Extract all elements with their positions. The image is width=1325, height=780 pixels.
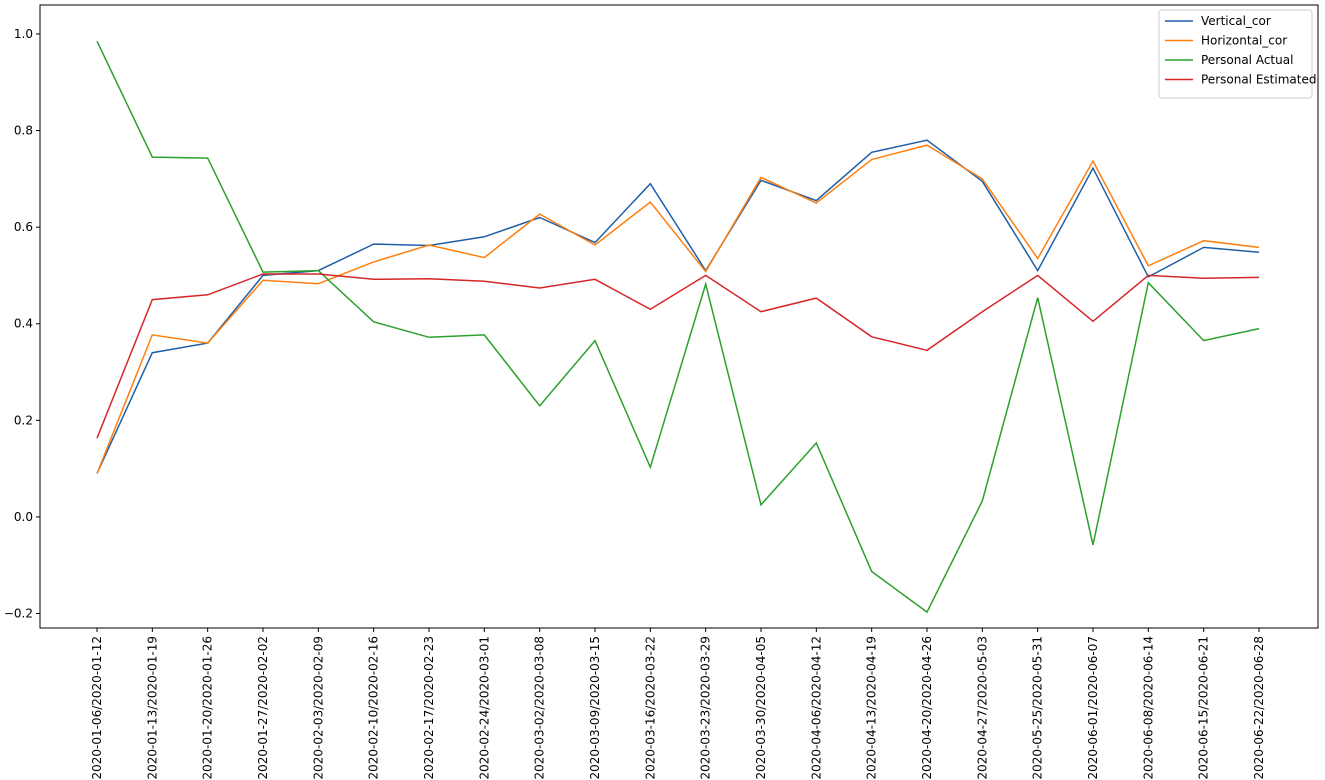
x-tick-label: 2020-03-02/2020-03-08 <box>533 636 547 780</box>
x-tick-label: 2020-03-16/2020-03-22 <box>643 636 657 780</box>
x-tick-label: 2020-02-24/2020-03-01 <box>477 636 491 780</box>
x-tick-label: 2020-03-09/2020-03-15 <box>588 636 602 780</box>
x-tick-label: 2020-02-17/2020-02-23 <box>422 636 436 780</box>
y-axis: −0.2 0.0 0.2 0.4 0.6 0.8 1.0 <box>4 27 40 621</box>
x-tick-label: 2020-01-27/2020-02-02 <box>256 636 270 780</box>
y-tick-label: 0.6 <box>14 220 33 234</box>
legend-label: Vertical_cor <box>1201 14 1271 28</box>
series-line-horizontal-cor <box>96 144 1260 474</box>
x-axis: 2020-01-06/2020-01-12 2020-01-13/2020-01-… <box>90 628 1266 780</box>
legend-label: Horizontal_cor <box>1201 34 1287 48</box>
x-tick-label: 2020-06-08/2020-06-14 <box>1141 636 1155 780</box>
x-tick-label: 2020-03-30/2020-04-05 <box>754 636 768 780</box>
legend: Vertical_cor Horizontal_cor Personal Actua… <box>1158 9 1316 99</box>
x-tick-label: 2020-03-23/2020-03-29 <box>699 636 713 780</box>
x-tick-label: 2020-05-25/2020-05-31 <box>1031 636 1045 780</box>
legend-label: Personal Estimated <box>1201 73 1316 87</box>
legend-label: Personal Actual <box>1201 53 1293 67</box>
x-tick-label: 2020-04-06/2020-04-12 <box>809 636 823 780</box>
y-tick-label: 0.2 <box>14 413 33 427</box>
series-lines <box>96 40 1260 614</box>
x-tick-label: 2020-02-03/2020-02-09 <box>311 636 325 780</box>
x-tick-label: 2020-06-15/2020-06-21 <box>1197 636 1211 780</box>
y-tick-label: 1.0 <box>14 27 33 41</box>
legend-box <box>1158 9 1313 99</box>
series-line-personal-estimated <box>96 273 1260 439</box>
x-tick-label: 2020-01-20/2020-01-26 <box>201 636 215 780</box>
x-tick-label: 2020-04-13/2020-04-19 <box>865 636 879 780</box>
x-tick-label: 2020-01-06/2020-01-12 <box>90 636 104 780</box>
plot-frame <box>39 4 1319 629</box>
series-line-personal-actual <box>96 40 1260 614</box>
x-tick-label: 2020-06-01/2020-06-07 <box>1086 636 1100 780</box>
x-tick-label: 2020-01-13/2020-01-19 <box>145 636 159 780</box>
x-tick-label: 2020-06-22/2020-06-28 <box>1252 636 1266 780</box>
y-tick-label: 0.8 <box>14 124 33 138</box>
y-tick-label: 0.4 <box>14 317 33 331</box>
y-tick-label: −0.2 <box>4 607 33 621</box>
x-tick-label: 2020-02-10/2020-02-16 <box>367 636 381 780</box>
y-tick-label: 0.0 <box>14 510 33 524</box>
x-tick-label: 2020-04-27/2020-05-03 <box>975 636 989 780</box>
x-tick-label: 2020-04-20/2020-04-26 <box>920 636 934 780</box>
series-line-vertical-cor <box>96 139 1260 474</box>
